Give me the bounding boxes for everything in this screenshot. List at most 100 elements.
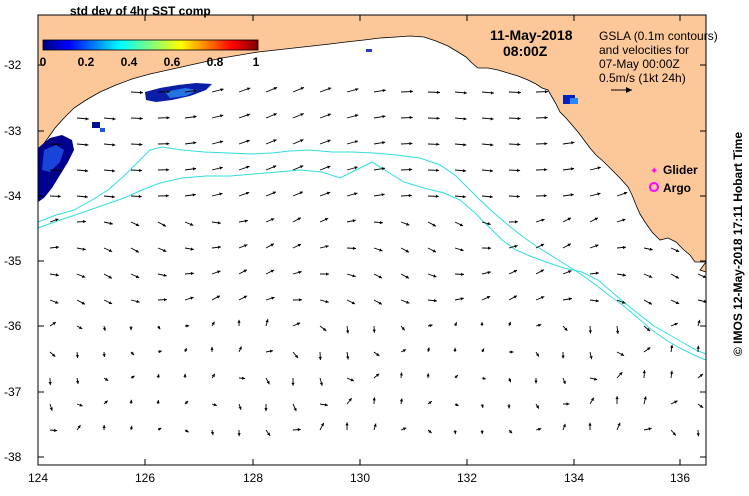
legend-argo-label: Argo bbox=[663, 181, 691, 195]
velocity-arrow-head bbox=[670, 370, 674, 374]
velocity-arrow-head bbox=[237, 319, 241, 323]
velocity-arrow-head bbox=[244, 244, 248, 248]
velocity-arrow-head bbox=[538, 427, 542, 431]
velocity-arrow-head bbox=[399, 398, 403, 402]
velocity-arrow-head bbox=[158, 350, 162, 354]
velocity-arrow-head bbox=[297, 217, 301, 221]
lat-label: -36 bbox=[4, 319, 22, 333]
velocity-arrow-head bbox=[326, 272, 329, 276]
velocity-arrow-head bbox=[219, 166, 223, 170]
velocity-arrow-head bbox=[378, 301, 382, 305]
velocity-arrow-head bbox=[433, 274, 437, 278]
velocity-arrow-head bbox=[129, 425, 133, 430]
velocity-arrow-head bbox=[269, 349, 273, 353]
velocity-arrow-head bbox=[432, 249, 436, 253]
colorbar-tick-label: 0.4 bbox=[120, 55, 138, 69]
velocity-arrow-head bbox=[112, 143, 116, 147]
velocity-arrow-head bbox=[566, 402, 570, 406]
velocity-arrow-head bbox=[571, 141, 575, 145]
velocity-arrow-head bbox=[129, 327, 133, 331]
velocity-arrow-head bbox=[433, 299, 437, 303]
velocity-arrow-head bbox=[326, 191, 331, 195]
velocity-arrow-head bbox=[453, 430, 457, 435]
velocity-arrow-head bbox=[567, 243, 571, 247]
velocity-arrow-head bbox=[648, 274, 653, 278]
velocity-arrow-head bbox=[354, 140, 358, 144]
velocity-arrow-head bbox=[617, 422, 621, 426]
velocity-arrow-head bbox=[408, 194, 412, 198]
velocity-arrow-head bbox=[300, 113, 304, 117]
velocity-arrow-head bbox=[595, 271, 599, 275]
velocity-arrow-head bbox=[696, 433, 700, 437]
velocity-arrow-head bbox=[459, 223, 464, 227]
velocity-arrow-head bbox=[324, 403, 328, 407]
velocity-arrow-head bbox=[320, 422, 324, 427]
velocity-arrow-head bbox=[183, 373, 187, 377]
velocity-arrow-head bbox=[324, 218, 329, 221]
velocity-arrow-head bbox=[405, 249, 409, 253]
velocity-arrow-head bbox=[139, 168, 143, 172]
velocity-arrow-head bbox=[562, 423, 566, 428]
velocity-arrow-head bbox=[78, 326, 83, 329]
velocity-arrow-head bbox=[489, 195, 493, 199]
velocity-arrow-head bbox=[406, 222, 410, 226]
argo-marker-icon bbox=[649, 182, 659, 192]
velocity-arrow-head bbox=[702, 275, 707, 278]
velocity-arrow-head bbox=[354, 166, 358, 170]
velocity-arrow-head bbox=[597, 166, 601, 170]
velocity-arrow-head bbox=[264, 408, 268, 412]
velocity-arrow-head bbox=[81, 301, 85, 305]
velocity-arrow-head bbox=[615, 396, 619, 400]
velocity-arrow-head bbox=[588, 422, 592, 426]
velocity-arrow-head bbox=[453, 347, 457, 351]
velocity-arrow-head bbox=[345, 422, 349, 426]
velocity-arrow-head bbox=[570, 167, 574, 171]
velocity-arrow-head bbox=[517, 90, 521, 95]
velocity-arrow-head bbox=[674, 322, 678, 326]
velocity-arrow-head bbox=[402, 427, 407, 431]
map-frame bbox=[37, 14, 707, 466]
velocity-arrow-head bbox=[401, 326, 405, 331]
velocity-arrow-head bbox=[409, 115, 413, 120]
velocity-arrow-head bbox=[436, 142, 440, 146]
velocity-arrow-head bbox=[129, 399, 133, 403]
velocity-arrow-head bbox=[81, 274, 86, 278]
velocity-arrow-head bbox=[508, 378, 512, 383]
velocity-arrow-head bbox=[514, 244, 518, 248]
velocity-arrow-head bbox=[193, 89, 197, 93]
velocity-arrow-head bbox=[372, 329, 376, 333]
velocity-arrow-head bbox=[219, 140, 224, 144]
velocity-arrow-head bbox=[696, 345, 700, 349]
velocity-arrow-head bbox=[508, 321, 511, 326]
velocity-arrow-head bbox=[487, 271, 491, 275]
velocity-arrow-head bbox=[428, 429, 432, 433]
velocity-arrow-head bbox=[135, 223, 140, 226]
velocity-arrow-head bbox=[265, 319, 269, 323]
velocity-arrow-head bbox=[58, 142, 62, 146]
velocity-arrow-head bbox=[508, 430, 513, 434]
velocity-arrow-head bbox=[217, 221, 221, 225]
velocity-arrow-head bbox=[109, 221, 113, 225]
velocity-arrow-head bbox=[570, 193, 574, 197]
velocity-arrow-head bbox=[190, 222, 194, 226]
velocity-arrow-head bbox=[489, 169, 494, 173]
velocity-arrow-head bbox=[139, 116, 143, 121]
velocity-arrow-head bbox=[568, 297, 572, 301]
velocity-arrow-head bbox=[52, 353, 56, 357]
velocity-arrow-head bbox=[590, 397, 594, 401]
velocity-arrow-head bbox=[192, 167, 196, 171]
velocity-arrow-head bbox=[540, 296, 545, 300]
velocity-arrow-head bbox=[378, 275, 382, 279]
velocity-arrow-head bbox=[460, 248, 464, 252]
colorbar-tick-label: 0 bbox=[39, 55, 47, 69]
velocity-arrow-head bbox=[246, 113, 250, 117]
velocity-arrow-head bbox=[139, 142, 143, 147]
velocity-arrow-head bbox=[454, 375, 458, 379]
velocity-arrow-head bbox=[589, 355, 593, 360]
velocity-arrow-head bbox=[481, 348, 485, 352]
velocity-arrow-head bbox=[48, 382, 52, 386]
velocity-arrow-head bbox=[297, 244, 302, 247]
velocity-arrow-head bbox=[184, 401, 189, 405]
velocity-arrow-head bbox=[544, 168, 548, 172]
